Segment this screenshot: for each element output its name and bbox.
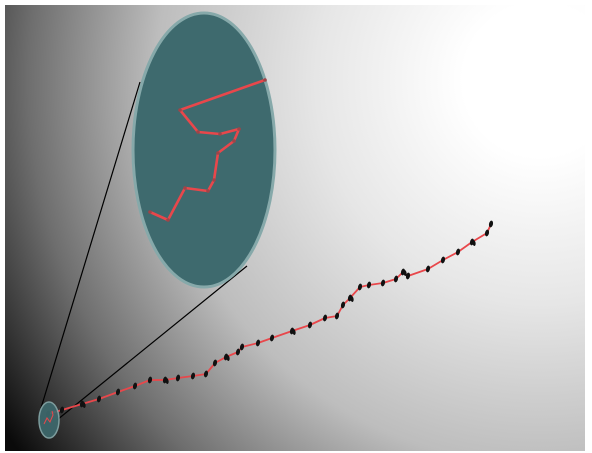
magnifier-circle xyxy=(131,11,277,289)
path-node-marker xyxy=(292,329,296,335)
magnified-path-node xyxy=(178,108,182,112)
path-node-marker xyxy=(59,406,65,414)
small-lens-path xyxy=(43,410,54,425)
magnified-path-node xyxy=(148,210,152,214)
path-node-marker xyxy=(322,314,328,322)
path-node-marker xyxy=(82,402,86,408)
path-node-marker xyxy=(405,272,411,280)
path-node-marker xyxy=(350,296,354,302)
path-node-marker xyxy=(132,382,138,390)
magnified-path-node xyxy=(196,130,200,134)
path-node-marker xyxy=(366,281,372,289)
path-node-marker xyxy=(340,301,346,309)
path-node-marker xyxy=(226,355,230,361)
magnified-path-node xyxy=(218,132,222,136)
magnified-path-node xyxy=(216,151,220,155)
magnified-path-node xyxy=(183,186,187,190)
path-node-marker xyxy=(484,229,490,237)
zoom-connectors xyxy=(40,81,248,421)
path-node-marker xyxy=(455,248,461,256)
magnified-path-node xyxy=(237,127,241,131)
connector-line-lower xyxy=(56,265,248,421)
path-node-marker xyxy=(269,334,275,342)
path-node-marker xyxy=(239,343,245,351)
magnified-path-node xyxy=(263,78,267,82)
magnified-path-line xyxy=(149,78,266,222)
path-node-marker xyxy=(255,339,261,347)
magnifier-lens xyxy=(131,11,277,289)
magnified-path-node xyxy=(166,218,170,222)
path-node-marker xyxy=(393,275,399,283)
path-node-marker xyxy=(357,283,363,291)
path-node-marker xyxy=(96,395,102,403)
path-node-marker xyxy=(190,372,196,380)
path-node-marker xyxy=(165,378,169,384)
path-node-marker xyxy=(203,370,209,378)
trajectory-path xyxy=(45,220,494,418)
path-node-marker xyxy=(488,220,494,228)
path-node-marker xyxy=(175,374,181,382)
zoom-source-lens xyxy=(38,401,60,439)
path-node-marker xyxy=(403,270,407,276)
path-node-marker xyxy=(147,376,153,384)
magnified-path-node xyxy=(212,178,216,182)
path-node-marker xyxy=(115,388,121,396)
path-node-marker xyxy=(212,359,218,367)
gradient-background xyxy=(5,5,585,451)
path-node-marker xyxy=(440,256,446,264)
magnified-path-node xyxy=(232,139,236,143)
path-node-marker xyxy=(334,312,340,320)
path-node-marker xyxy=(235,348,241,356)
path-node-marker xyxy=(380,279,386,287)
connector-line-upper xyxy=(40,81,141,409)
path-node-marker xyxy=(472,240,476,246)
path-node-marker xyxy=(307,321,313,329)
magnified-path-node xyxy=(206,189,210,193)
path-node-marker xyxy=(425,265,431,273)
